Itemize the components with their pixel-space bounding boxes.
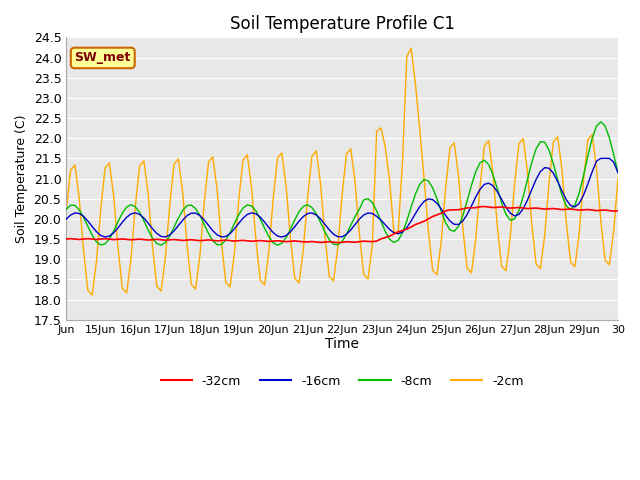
Y-axis label: Soil Temperature (C): Soil Temperature (C) <box>15 114 28 243</box>
Title: Soil Temperature Profile C1: Soil Temperature Profile C1 <box>230 15 454 33</box>
X-axis label: Time: Time <box>325 337 359 351</box>
Text: SW_met: SW_met <box>75 51 131 64</box>
Legend: -32cm, -16cm, -8cm, -2cm: -32cm, -16cm, -8cm, -2cm <box>156 370 529 393</box>
